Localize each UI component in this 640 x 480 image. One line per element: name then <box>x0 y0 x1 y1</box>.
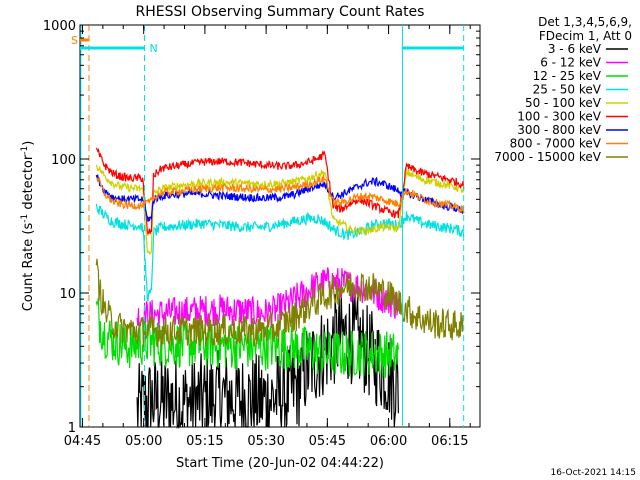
y-tick-label: 10 <box>59 287 76 302</box>
legend-label: 3 - 6 keV <box>548 42 602 56</box>
legend-label: 300 - 800 keV <box>517 123 601 137</box>
y-label-sup1: -1 <box>20 214 30 223</box>
legend-label: 12 - 25 keV <box>533 69 602 83</box>
plot-frame <box>79 24 481 428</box>
legend-label: 25 - 50 keV <box>533 83 602 97</box>
y-label-end: ) <box>21 141 36 146</box>
plot-area: SN <box>71 24 481 430</box>
x-tick-label: 04:45 <box>64 434 101 449</box>
flag-layer: SN <box>71 34 464 55</box>
series-layer <box>95 147 465 430</box>
saa-flag-label: S <box>71 34 78 47</box>
render-timestamp: 16-Oct-2021 14:15 <box>551 468 636 478</box>
chart-title: RHESSI Observing Summary Count Rates <box>136 4 425 20</box>
night-flag-label: N <box>149 42 157 55</box>
x-tick-label: 05:30 <box>247 434 284 449</box>
y-axis: 1 10 100 1000 <box>43 19 480 436</box>
series-line-12-25-kev <box>95 297 399 378</box>
x-axis: 04:45 05:00 05:15 05:30 05:45 06:00 06:15 <box>64 25 471 449</box>
legend-header-line-1: Det 1,3,4,5,6,9, <box>538 15 632 29</box>
x-tick-label: 05:45 <box>309 434 346 449</box>
legend-label: 6 - 12 keV <box>540 56 602 70</box>
x-tick-label: 06:00 <box>370 434 407 449</box>
legend-label: 100 - 300 keV <box>517 110 601 124</box>
y-tick-label: 100 <box>51 153 76 168</box>
y-label-main: Count Rate (s <box>21 223 36 312</box>
x-axis-label: Start Time (20-Jun-02 04:44:22) <box>176 456 384 471</box>
y-label-mid: detector <box>21 154 36 214</box>
boundary-layer <box>80 25 465 427</box>
y-axis-label: Count Rate (s-1 detector-1) <box>20 141 36 312</box>
legend-label: 7000 - 15000 keV <box>494 150 601 164</box>
y-label-sup2: -1 <box>20 146 30 155</box>
y-tick-label: 1000 <box>43 19 76 34</box>
y-tick-label: 1 <box>68 421 76 436</box>
legend: Det 1,3,4,5,6,9, FDecim 1, Att 0 3 - 6 k… <box>494 15 632 164</box>
series-line-800-7000-kev <box>96 174 465 214</box>
x-tick-label: 05:15 <box>186 434 223 449</box>
x-tick-label: 06:15 <box>431 434 468 449</box>
legend-label: 800 - 7000 keV <box>510 137 602 151</box>
x-tick-label: 05:00 <box>125 434 162 449</box>
series-line-50-100-kev <box>95 164 465 256</box>
legend-header-line-2: FDecim 1, Att 0 <box>539 29 632 43</box>
legend-label: 50 - 100 keV <box>525 96 602 110</box>
